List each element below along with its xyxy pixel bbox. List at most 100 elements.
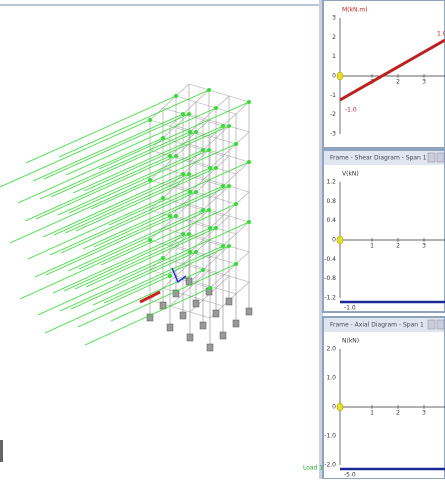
load-node bbox=[181, 172, 185, 176]
y-tick-label: 0 bbox=[332, 404, 336, 411]
load-node bbox=[194, 130, 198, 134]
x-tick-label: 2 bbox=[396, 243, 400, 250]
y-tick-label: -2 bbox=[330, 111, 336, 118]
load-node bbox=[188, 190, 192, 194]
load-node bbox=[214, 226, 218, 230]
support bbox=[246, 308, 252, 315]
y-tick-label: 1 bbox=[332, 53, 336, 60]
x-tick-label: 1 bbox=[370, 410, 374, 417]
load-node bbox=[161, 256, 165, 260]
load-node bbox=[208, 286, 212, 290]
start-marker bbox=[337, 403, 343, 411]
support bbox=[207, 344, 213, 351]
panel-title: Frame - Shear Diagram - Span 1 bbox=[330, 155, 427, 162]
load-node bbox=[148, 178, 152, 182]
y-tick-label: 2 bbox=[332, 34, 336, 41]
start-marker bbox=[337, 72, 343, 80]
load-node bbox=[148, 118, 152, 122]
start-value: -1.0 bbox=[345, 107, 357, 114]
load-node bbox=[221, 124, 225, 128]
load-node bbox=[234, 262, 238, 266]
load-node bbox=[221, 244, 225, 248]
load-node bbox=[207, 148, 211, 152]
app-window: Load 1 M(kN.m) 3 2 1 0 -1 -2 -3 1 2 3 -1.0 1.0 Frame … bbox=[0, 0, 445, 479]
load-node bbox=[181, 112, 185, 116]
x-tick-label: 2 bbox=[396, 410, 400, 417]
panel-title: Frame - Axial Diagram - Span 1 bbox=[330, 322, 424, 329]
load-node bbox=[214, 166, 218, 170]
load-node bbox=[201, 148, 205, 152]
load-node bbox=[188, 250, 192, 254]
axis-title: V(kN) bbox=[342, 171, 359, 178]
load-node bbox=[247, 160, 251, 164]
support bbox=[193, 300, 199, 307]
support bbox=[167, 324, 173, 331]
load-node bbox=[194, 190, 198, 194]
y-tick-label: 0.4 bbox=[326, 217, 336, 224]
load-node bbox=[227, 244, 231, 248]
panel-button[interactable] bbox=[437, 153, 444, 162]
x-tick-label: 1 bbox=[370, 243, 374, 250]
support bbox=[200, 322, 206, 329]
y-tick-label: -0.8 bbox=[324, 275, 336, 282]
load-node bbox=[174, 154, 178, 158]
y-tick-label: 0 bbox=[332, 237, 336, 244]
support bbox=[160, 302, 166, 309]
load-node bbox=[181, 232, 185, 236]
axis-title: N(kN) bbox=[342, 338, 359, 345]
load-node bbox=[227, 124, 231, 128]
load-node bbox=[207, 88, 211, 92]
y-tick-label: -1.0 bbox=[324, 433, 336, 440]
end-value: 1.0 bbox=[437, 31, 445, 38]
load-node bbox=[168, 274, 172, 278]
y-tick-label: 1.0 bbox=[326, 375, 336, 382]
y-tick-label: 3 bbox=[332, 15, 336, 22]
axis-title: M(kN.m) bbox=[342, 7, 368, 14]
panel-button[interactable] bbox=[428, 320, 435, 329]
load-node bbox=[208, 166, 212, 170]
y-tick-label: 2.0 bbox=[326, 346, 336, 353]
y-tick-label: -0.4 bbox=[324, 256, 336, 263]
load-node bbox=[234, 142, 238, 146]
y-tick-label: 0 bbox=[332, 73, 336, 80]
load-node bbox=[227, 184, 231, 188]
support bbox=[233, 320, 239, 327]
load-node bbox=[188, 130, 192, 134]
load-node bbox=[208, 226, 212, 230]
load-node bbox=[174, 94, 178, 98]
load-node bbox=[214, 106, 218, 110]
y-tick-label: 0.8 bbox=[326, 198, 336, 205]
y-tick-label: -2.0 bbox=[324, 462, 336, 469]
y-tick-label: 1.2 bbox=[326, 179, 336, 186]
load-node bbox=[187, 172, 191, 176]
load-node bbox=[187, 232, 191, 236]
start-value: -1.0 bbox=[344, 305, 356, 312]
load-node bbox=[221, 184, 225, 188]
load-node bbox=[194, 250, 198, 254]
load-node bbox=[247, 220, 251, 224]
load-node bbox=[168, 154, 172, 158]
support bbox=[220, 332, 226, 339]
support bbox=[186, 278, 192, 285]
load-node bbox=[148, 238, 152, 242]
load-node bbox=[201, 268, 205, 272]
y-tick-label: -1 bbox=[330, 92, 336, 99]
load-node bbox=[174, 214, 178, 218]
panel-button[interactable] bbox=[437, 320, 444, 329]
x-tick-label: 2 bbox=[396, 79, 400, 86]
y-tick-label: -3 bbox=[330, 131, 336, 138]
load-node bbox=[247, 100, 251, 104]
diagram-panels: M(kN.m) 3 2 1 0 -1 -2 -3 1 2 3 -1.0 1.0 Frame - Shear… bbox=[323, 0, 445, 479]
load-node bbox=[207, 208, 211, 212]
scroll-mark bbox=[0, 440, 3, 462]
support bbox=[226, 298, 232, 305]
x-tick-label: 3 bbox=[422, 410, 426, 417]
load-node bbox=[201, 208, 205, 212]
support bbox=[180, 312, 186, 319]
load-case-label: Load 1 bbox=[303, 465, 323, 472]
screen: Load 1 M(kN.m) 3 2 1 0 -1 -2 -3 1 2 3 -1.0 1.0 Frame … bbox=[0, 0, 445, 479]
support bbox=[213, 310, 219, 317]
load-node bbox=[168, 214, 172, 218]
panel-button[interactable] bbox=[428, 153, 435, 162]
load-node bbox=[161, 196, 165, 200]
